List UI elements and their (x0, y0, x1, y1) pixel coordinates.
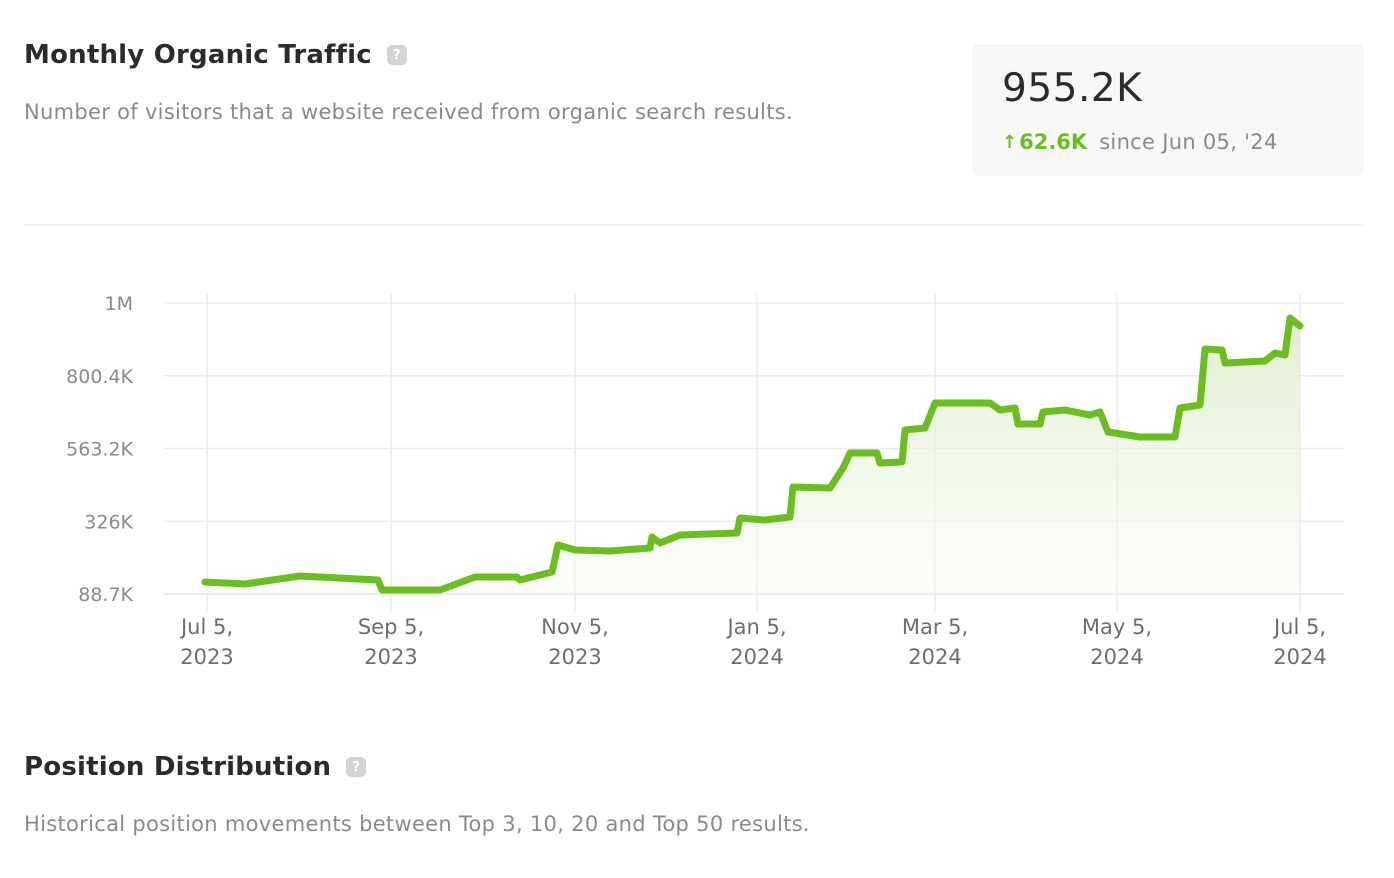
y-tick-label: 563.2K (66, 439, 133, 461)
x-tick-label: Jul 5, (1272, 615, 1326, 639)
x-tick-label: 2023 (180, 645, 233, 669)
traffic-area (205, 318, 1300, 594)
positions-title-text: Position Distribution (24, 752, 332, 782)
traffic-since: since Jun 05, '24 (1099, 130, 1278, 154)
traffic-line[interactable] (201, 314, 1304, 594)
positions-title: Position Distribution ? (24, 752, 367, 782)
x-tick-label: 2024 (1090, 645, 1143, 669)
x-tick-label: 2023 (548, 645, 601, 669)
x-tick-label: 2024 (730, 645, 783, 669)
y-tick-label: 326K (84, 511, 133, 533)
x-tick-label: Jan 5, (725, 615, 786, 639)
x-tick-label: Sep 5, (358, 615, 424, 639)
traffic-stat-card: 955.2K ↑ 62.6K since Jun 05, '24 (972, 44, 1364, 176)
x-tick-label: 2024 (1273, 645, 1326, 669)
x-tick-label: Jul 5, (179, 615, 233, 639)
traffic-title: Monthly Organic Traffic ? (24, 40, 407, 70)
traffic-chart-svg: 88.7K 326K 563.2K 800.4K 1M Jul 5, 2023 Sep 5,… (66, 293, 1344, 669)
question-mark-icon[interactable]: ? (346, 757, 367, 777)
positions-description: Historical position movements between To… (24, 812, 810, 836)
x-tick-label: 2024 (908, 645, 961, 669)
question-mark-icon[interactable]: ? (386, 45, 407, 65)
x-tick-label: Nov 5, (541, 615, 609, 639)
x-axis: Jul 5, 2023 Sep 5, 2023 Nov 5, 2023 Jan 5, 2024… (179, 615, 1327, 669)
traffic-title-text: Monthly Organic Traffic (24, 40, 372, 70)
traffic-change: ↑ 62.6K since Jun 05, '24 (1002, 130, 1278, 154)
x-tick-label: 2023 (364, 645, 417, 669)
traffic-chart[interactable]: 88.7K 326K 563.2K 800.4K 1M Jul 5, 2023 Sep 5,… (0, 260, 1394, 690)
y-tick-label: 800.4K (66, 366, 133, 388)
x-tick-label: Mar 5, (902, 615, 968, 639)
y-axis: 88.7K 326K 563.2K 800.4K 1M (66, 293, 133, 606)
y-tick-label: 1M (105, 293, 133, 315)
arrow-up-icon: ↑ (1002, 131, 1018, 153)
x-tick-label: May 5, (1082, 615, 1152, 639)
traffic-delta: 62.6K (1019, 130, 1088, 154)
section-divider (24, 224, 1364, 226)
y-tick-label: 88.7K (78, 584, 133, 606)
traffic-total-value: 955.2K (1002, 66, 1143, 111)
traffic-description: Number of visitors that a website receiv… (24, 100, 793, 124)
